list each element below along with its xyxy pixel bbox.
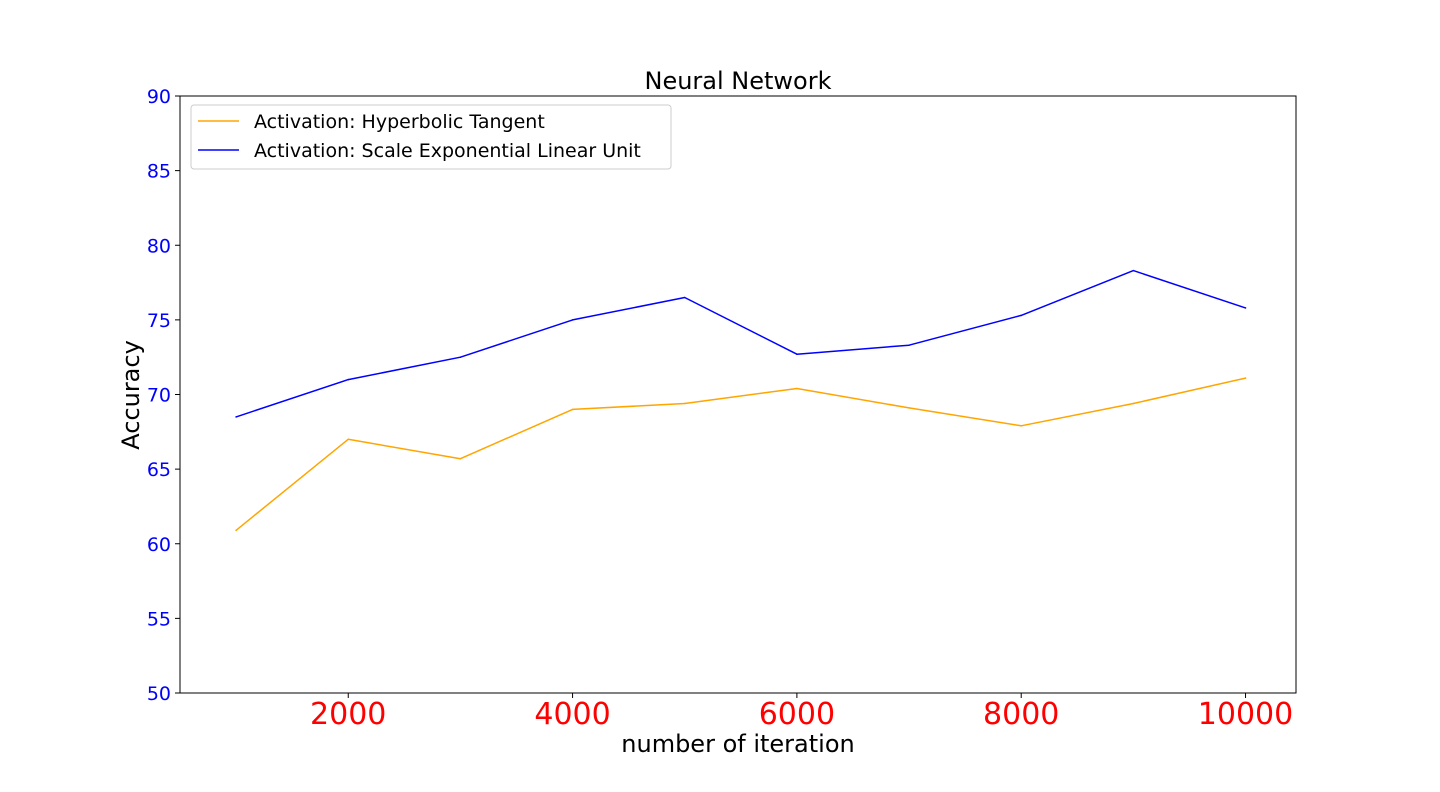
series-1-point xyxy=(1132,402,1135,405)
y-axis: 50 55 60 65 70 75 80 85 90 xyxy=(147,86,180,705)
series-2-point xyxy=(796,353,798,356)
y-tick-label: 65 xyxy=(147,459,171,481)
x-tick-label: 2000 xyxy=(310,697,386,732)
series-2-point xyxy=(908,344,910,347)
legend-label-2: Activation: Scale Exponential Linear Uni… xyxy=(254,140,641,162)
y-tick-label: 70 xyxy=(147,385,171,407)
x-tick-label: 8000 xyxy=(983,697,1059,732)
series-1-point xyxy=(796,387,798,390)
series-2-point xyxy=(235,416,237,418)
x-tick-label: 4000 xyxy=(534,697,610,732)
series-2-point xyxy=(571,319,574,321)
series-lines xyxy=(235,269,1247,532)
legend-box xyxy=(190,104,672,170)
series-1-point xyxy=(235,529,237,532)
y-tick-label: 75 xyxy=(147,310,171,332)
y-axis-label: Accuracy xyxy=(117,340,145,450)
series-1-point xyxy=(459,457,462,460)
series-line-1 xyxy=(235,377,1246,531)
y-tick-label: 60 xyxy=(147,534,171,556)
series-1-point xyxy=(1244,377,1247,379)
y-tick-label: 50 xyxy=(147,683,171,705)
series-2-point xyxy=(1244,307,1247,309)
series-line-2 xyxy=(235,269,1246,418)
series-1-point xyxy=(683,402,686,405)
chart-title: Neural Network xyxy=(644,67,831,95)
y-tick-label: 90 xyxy=(147,86,171,108)
x-tick-label: 10000 xyxy=(1198,697,1293,732)
plot-frame xyxy=(179,95,1297,694)
y-tick-label: 80 xyxy=(147,235,171,257)
x-axis-label: number of iteration xyxy=(621,730,854,758)
y-tick-label: 55 xyxy=(147,608,171,630)
series-2-point xyxy=(1132,269,1135,272)
plot-area xyxy=(179,95,1297,694)
series-1-point xyxy=(571,408,574,411)
series-2-point xyxy=(347,378,350,381)
series-1-point xyxy=(908,407,910,409)
legend-label-1: Activation: Hyperbolic Tangent xyxy=(254,111,545,133)
series-2-point xyxy=(459,356,462,358)
legend: Activation: Hyperbolic Tangent Activation… xyxy=(190,104,672,170)
x-axis: 2000 4000 6000 8000 10000 xyxy=(310,693,1293,732)
x-tick-label: 6000 xyxy=(759,697,835,732)
y-tick-label: 85 xyxy=(147,161,171,183)
series-1-point xyxy=(347,438,350,441)
series-2-point xyxy=(1020,314,1023,317)
series-1-point xyxy=(1020,425,1023,427)
series-2-point xyxy=(683,296,686,299)
